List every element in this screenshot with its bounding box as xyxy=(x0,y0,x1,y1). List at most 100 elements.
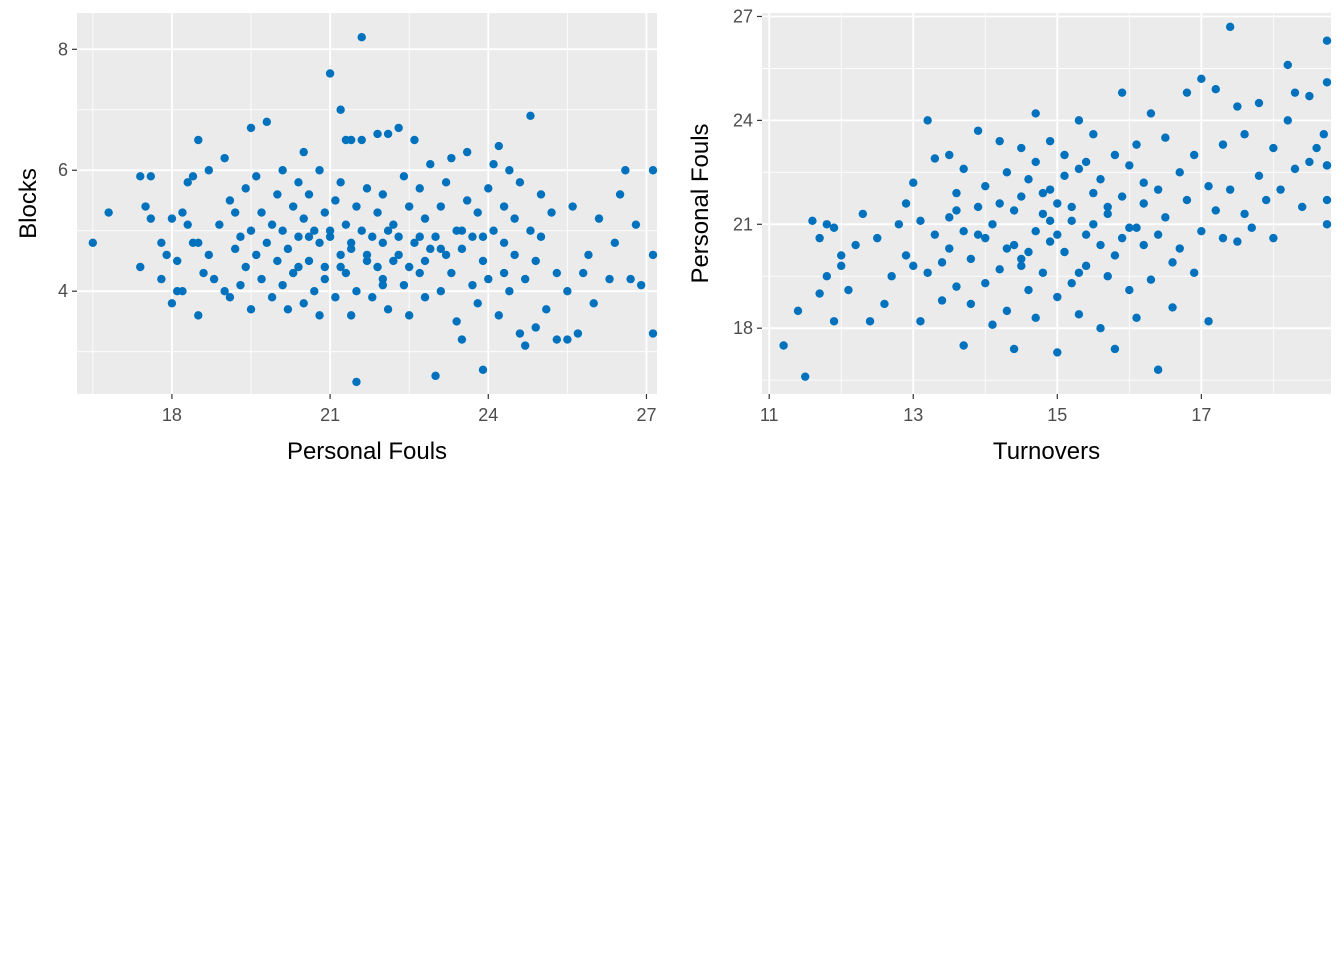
data-point xyxy=(494,311,504,320)
data-point xyxy=(873,233,882,243)
data-point xyxy=(310,226,319,235)
data-point xyxy=(436,202,446,211)
data-point xyxy=(262,238,272,248)
data-point xyxy=(320,262,330,272)
data-point xyxy=(995,136,1004,146)
data-point xyxy=(336,105,345,114)
data-point xyxy=(510,214,519,223)
data-point xyxy=(563,335,572,344)
data-point xyxy=(299,214,308,223)
data-point xyxy=(394,250,403,260)
data-point xyxy=(267,293,277,302)
data-point xyxy=(415,268,424,278)
data-point xyxy=(336,178,345,187)
data-point xyxy=(1009,206,1019,215)
data-point xyxy=(183,178,192,187)
x-axis-ticks: 11 13 15 17 xyxy=(760,394,1211,425)
gridlines xyxy=(762,13,1331,394)
data-point xyxy=(526,111,535,121)
data-point xyxy=(315,238,324,248)
data-point xyxy=(1322,195,1332,205)
data-point xyxy=(304,190,314,199)
data-point xyxy=(648,250,658,260)
data-point xyxy=(383,305,393,314)
data-point xyxy=(1096,240,1105,250)
data-point xyxy=(283,244,293,254)
y-axis-title: Personal Fouls xyxy=(687,123,714,283)
data-point xyxy=(1269,233,1278,243)
y-axis-ticks: 18 21 24 27 xyxy=(733,6,762,338)
data-point xyxy=(331,293,340,302)
data-point xyxy=(278,280,287,290)
data-point xyxy=(278,166,287,175)
data-point xyxy=(1053,292,1062,302)
data-point xyxy=(389,256,398,266)
data-point xyxy=(901,251,911,260)
data-point xyxy=(225,293,235,302)
data-point xyxy=(431,232,440,241)
data-point xyxy=(1002,306,1012,316)
data-point xyxy=(526,226,535,235)
data-point xyxy=(172,256,182,266)
data-point xyxy=(320,274,330,284)
data-point xyxy=(1089,188,1098,198)
data-point xyxy=(1089,220,1098,229)
data-point xyxy=(410,238,419,248)
data-point xyxy=(146,214,156,223)
data-point xyxy=(995,265,1004,274)
x-tick-label: 24 xyxy=(478,405,498,425)
data-point xyxy=(1161,213,1170,222)
fouls-vs-turnovers-scatter: 11 13 15 17 18 21 24 27 Turnovers Personal Fou… xyxy=(687,6,1332,465)
data-point xyxy=(505,166,514,175)
plot-panel xyxy=(77,13,657,394)
data-point xyxy=(1009,344,1019,354)
data-point xyxy=(1322,220,1332,229)
data-point xyxy=(901,199,911,208)
data-point xyxy=(648,166,658,175)
data-point xyxy=(178,208,187,217)
data-point xyxy=(426,244,435,254)
data-point xyxy=(352,202,361,211)
data-point xyxy=(457,335,467,344)
x-axis-title: Personal Fouls xyxy=(287,438,447,465)
data-point xyxy=(547,208,556,217)
data-point xyxy=(916,216,925,226)
data-point xyxy=(352,286,361,296)
data-point xyxy=(937,296,947,305)
data-point xyxy=(844,285,853,295)
data-point xyxy=(473,208,482,217)
data-point xyxy=(1103,209,1112,219)
x-tick-label: 21 xyxy=(320,405,340,425)
data-point xyxy=(167,299,177,308)
data-point xyxy=(945,244,954,253)
data-point xyxy=(299,299,308,308)
data-point xyxy=(399,280,409,290)
data-point xyxy=(815,289,824,298)
data-point xyxy=(930,154,940,163)
data-point xyxy=(1110,344,1120,354)
data-point xyxy=(362,250,372,260)
data-point xyxy=(923,268,932,277)
data-point xyxy=(1240,130,1249,139)
data-point xyxy=(357,226,366,235)
data-point xyxy=(383,129,393,139)
data-point xyxy=(436,286,446,296)
data-point xyxy=(966,299,976,309)
data-point xyxy=(1139,240,1148,250)
data-point xyxy=(520,274,530,284)
data-point xyxy=(167,214,177,223)
data-point xyxy=(1045,237,1055,246)
data-point xyxy=(973,230,983,239)
data-point xyxy=(288,268,298,278)
data-point xyxy=(510,250,519,260)
data-point xyxy=(610,238,620,248)
data-point xyxy=(1240,209,1249,219)
data-point xyxy=(294,178,303,187)
data-point xyxy=(1218,233,1228,243)
data-point xyxy=(299,147,308,157)
data-point xyxy=(1117,88,1127,97)
data-point xyxy=(552,335,562,344)
data-point xyxy=(204,250,214,260)
data-point xyxy=(394,123,403,133)
data-point xyxy=(494,141,504,151)
